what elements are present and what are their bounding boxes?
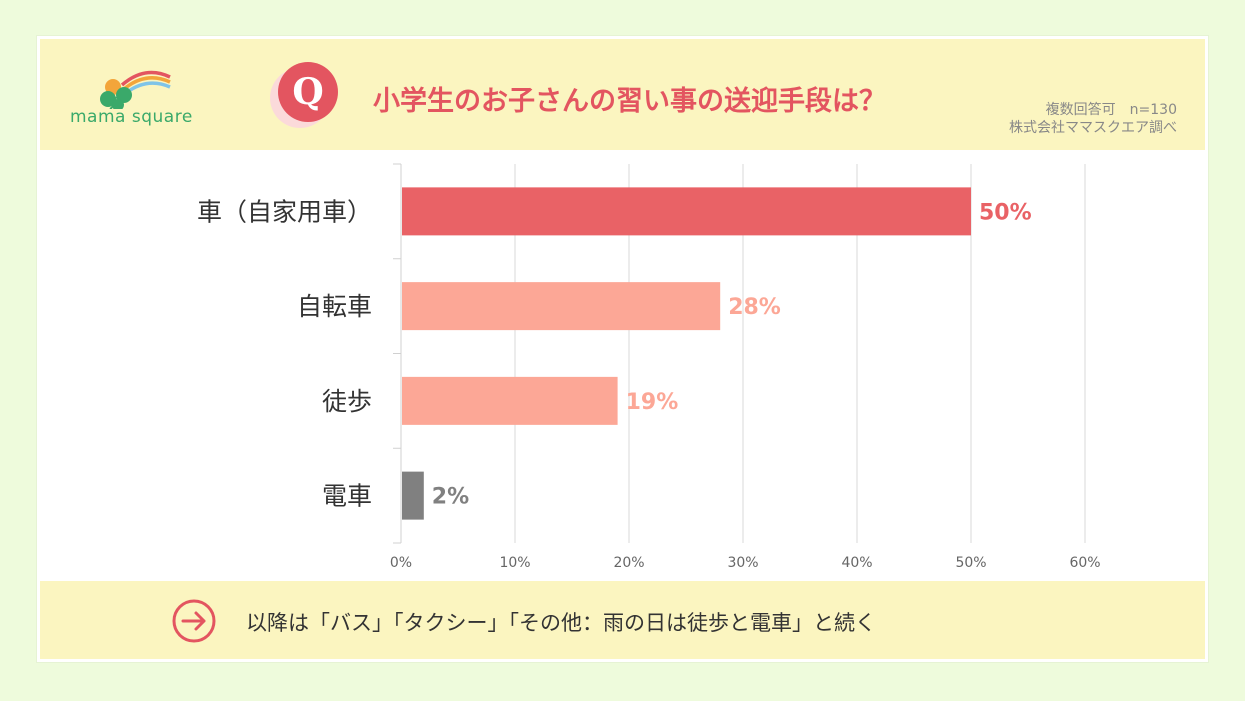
footer-note: 以降は「バス」「タクシー」「その他：雨の日は徒歩と電車」と続く	[246, 611, 876, 635]
data-label: 50%	[979, 200, 1032, 225]
brand-logo-text: mama square	[70, 107, 193, 127]
category-label: 電車	[322, 482, 372, 511]
bar	[402, 282, 721, 331]
x-tick-label: 60%	[1069, 555, 1100, 571]
bar	[402, 376, 618, 425]
x-tick-label: 50%	[955, 555, 986, 571]
question-letter: Q	[292, 71, 324, 113]
bar	[402, 471, 424, 520]
x-tick-label: 30%	[727, 555, 758, 571]
question-badge: Q	[270, 56, 342, 136]
header-band: mama square Q 小学生のお子さんの習い事の送迎手段は？ 複数回答可 …	[40, 39, 1205, 150]
bar-chart: 車（自家用車） 50% 自転車 28% 徒歩 19% 電車 2% 0% 10% 20% 30% 40% 5…	[197, 163, 1101, 571]
clover-rainbow-icon	[100, 70, 171, 109]
x-tick-label: 20%	[613, 555, 644, 571]
brand-logo: mama square	[70, 67, 200, 127]
category-label: 徒歩	[322, 387, 372, 416]
x-tick-label: 40%	[841, 555, 872, 571]
survey-condition: 複数回答可 n=130	[1045, 102, 1177, 118]
chart-title: 小学生のお子さんの習い事の送迎手段は？	[373, 86, 886, 117]
category-label: 自転車	[297, 292, 372, 321]
survey-meta: 複数回答可 n=130 株式会社ママスクエア調べ	[1009, 101, 1177, 137]
data-label: 2%	[432, 485, 469, 510]
question-circle-icon	[270, 62, 338, 128]
x-tick-label: 10%	[499, 555, 530, 571]
x-tick-label: 0%	[390, 555, 412, 571]
survey-source: 株式会社ママスクエア調べ	[1009, 120, 1177, 136]
data-label: 19%	[626, 390, 679, 415]
infographic-frame: mama square Q 小学生のお子さんの習い事の送迎手段は？ 複数回答可 …	[37, 36, 1208, 662]
category-label: 車（自家用車）	[197, 197, 372, 226]
footer-band: 以降は「バス」「タクシー」「その他：雨の日は徒歩と電車」と続く	[40, 581, 1205, 659]
arrow-right-circle-icon	[172, 599, 216, 643]
data-label: 28%	[728, 295, 781, 320]
bar	[402, 187, 971, 236]
